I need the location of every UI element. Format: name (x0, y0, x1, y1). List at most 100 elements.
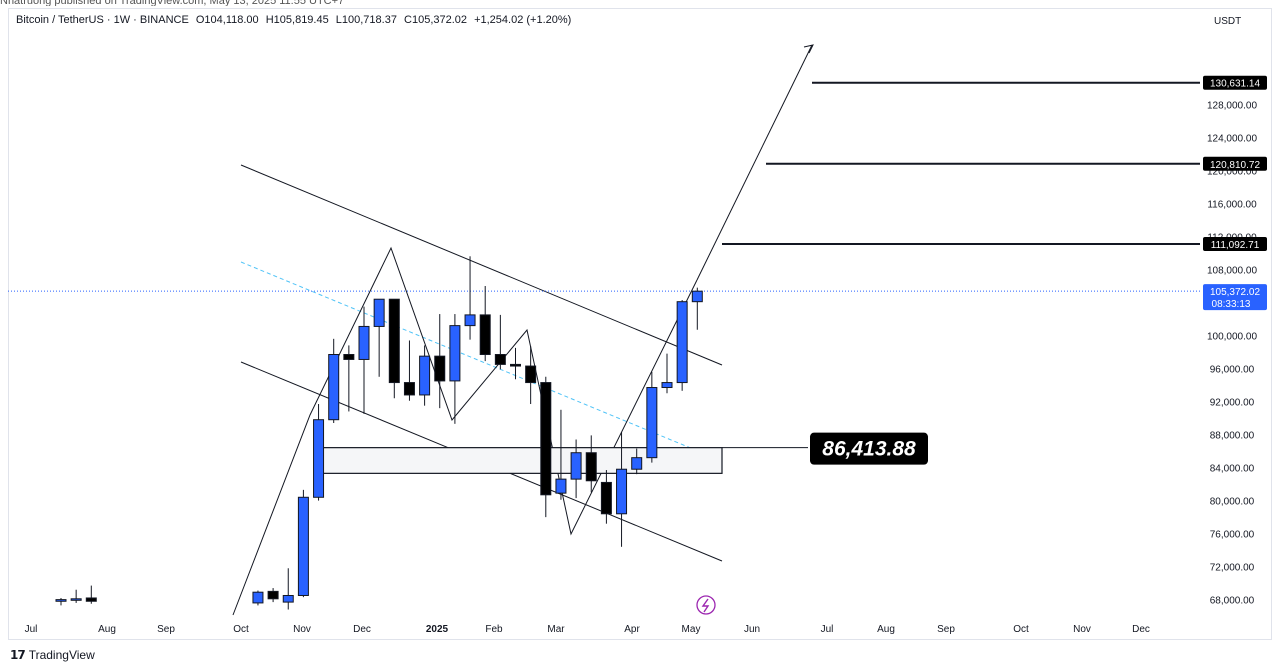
x-tick-label: Mar (547, 624, 565, 635)
x-tick-label: Apr (624, 624, 640, 635)
y-tick-label: 92,000.00 (1210, 398, 1255, 409)
candle-body (343, 354, 355, 360)
candle-body (70, 598, 82, 601)
footer: 𝟭𝟳 TradingView (10, 648, 95, 662)
x-tick-label: May (682, 624, 701, 635)
y-tick-label: 80,000.00 (1210, 497, 1255, 508)
x-tick-label: 2025 (426, 624, 449, 635)
candle-body (631, 457, 643, 470)
candle-body (252, 591, 264, 604)
projection-line (696, 44, 813, 281)
candle-body (555, 478, 567, 494)
level-price-text: 111,092.71 (1211, 240, 1260, 251)
x-tick-label: Jun (744, 624, 760, 635)
candle-body (540, 382, 552, 496)
x-tick-label: Aug (877, 624, 895, 635)
x-tick-label: Aug (98, 624, 116, 635)
ohlc-close: C105,372.02 (404, 14, 468, 26)
candle-body (358, 325, 370, 360)
channel-upper-line (240, 164, 723, 366)
y-tick-label: 88,000.00 (1210, 431, 1255, 442)
event-flash-bolt-icon (701, 598, 710, 613)
candle-body (464, 314, 476, 327)
candle-body (676, 301, 688, 384)
ohlc-low: L100,718.37 (335, 14, 397, 26)
candle-body (328, 354, 340, 421)
wave-pattern-line (232, 246, 698, 616)
ohlc-open: O104,118.00 (195, 14, 259, 26)
level-price-tag (1203, 236, 1267, 251)
countdown-text: 08:33:13 (1212, 299, 1251, 310)
candle-body (691, 290, 703, 303)
tradingview-logo-icon: 𝟭𝟳 (10, 648, 26, 662)
x-tick-label: Sep (157, 624, 175, 635)
candle-body (297, 496, 309, 596)
candle-body (585, 452, 597, 482)
candle-body (403, 382, 415, 396)
y-tick-label: 100,000.00 (1207, 332, 1257, 343)
level-price-text: 130,631.14 (1210, 79, 1260, 90)
event-flash-icon (696, 595, 716, 615)
zone-label-text: 86,413.88 (822, 438, 916, 461)
y-tick-label: 116,000.00 (1207, 199, 1257, 210)
candle-body (282, 594, 294, 603)
x-tick-label: Nov (1073, 624, 1091, 635)
support-zone-rect (321, 447, 723, 474)
candle-body (388, 298, 400, 384)
candle-body (55, 599, 67, 602)
candles-layer (55, 256, 703, 610)
candle-body (373, 298, 385, 327)
x-tick-label: Dec (353, 624, 371, 635)
axes-layer: 68,000.00 72,000.00 76,000.00 80,000.00 84,0… (25, 100, 1258, 635)
y-tick-label: 96,000.00 (1210, 365, 1255, 376)
candle-body (419, 355, 431, 396)
candle-body (267, 590, 279, 600)
y-tick-label: 124,000.00 (1207, 133, 1257, 144)
y-tick-label: 108,000.00 (1207, 265, 1257, 276)
chart-frame (8, 8, 1272, 640)
zone-label-box (810, 432, 928, 465)
x-tick-label: Dec (1132, 624, 1150, 635)
x-tick-label: Oct (233, 624, 249, 635)
brand-label: TradingView (28, 648, 95, 662)
candle-body (510, 363, 521, 367)
x-tick-label: Nov (293, 624, 311, 635)
y-tick-label: 128,000.00 (1207, 100, 1257, 111)
ohlc-high: H105,819.45 (265, 14, 329, 26)
last-price-tag (1203, 284, 1267, 311)
candle-body (525, 365, 537, 384)
overlay-layer: 130,631.14 120,810.72 111,092.71 105,372.02… (696, 75, 1267, 615)
y-tick-label: 72,000.00 (1210, 563, 1255, 574)
y-tick-label: 84,000.00 (1210, 464, 1255, 475)
candle-body (570, 452, 582, 480)
y-tick-label: 76,000.00 (1210, 530, 1255, 541)
y-tick-label: 68,000.00 (1210, 596, 1255, 607)
x-tick-label: Jul (25, 624, 38, 635)
x-tick-label: Oct (1013, 624, 1029, 635)
x-tick-label: Feb (485, 624, 503, 635)
candle-body (85, 597, 97, 602)
symbol-legend: Bitcoin / TetherUS · 1W · BINANCE O104,1… (16, 14, 575, 26)
candle-body (313, 419, 325, 498)
projection-arrow-icon (803, 44, 814, 54)
currency-label: USDT (1214, 16, 1242, 27)
candle-body (449, 325, 461, 382)
level-price-tag (1203, 75, 1267, 90)
drawings-layer (8, 44, 1200, 616)
candle-body (661, 382, 673, 389)
last-price-text: 105,372.02 (1210, 287, 1260, 298)
x-tick-label: Sep (937, 624, 955, 635)
x-tick-label: Jul (821, 624, 834, 635)
candle-body (494, 354, 506, 365)
candle-body (646, 387, 658, 459)
level-price-tag (1203, 156, 1267, 171)
ohlc-change: +1,254.02 (+1.20%) (474, 14, 572, 26)
candle-body (479, 314, 491, 356)
candle-body (616, 468, 628, 515)
symbol-title: Bitcoin / TetherUS · 1W · BINANCE (16, 14, 189, 26)
candle-body (600, 481, 612, 515)
channel-mid-dashed-line (240, 261, 723, 462)
price-chart[interactable]: 68,000.00 72,000.00 76,000.00 80,000.00 84,0… (0, 0, 1280, 640)
y-tick-label: 120,000.00 (1207, 166, 1257, 177)
candle-body (434, 355, 446, 382)
